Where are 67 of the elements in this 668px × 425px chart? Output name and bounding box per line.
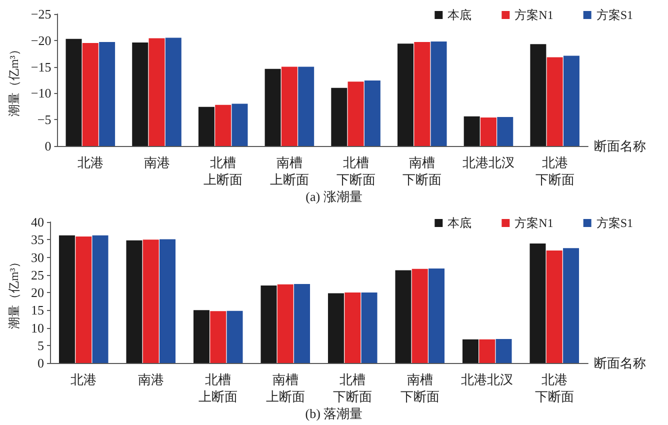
bar	[160, 239, 176, 363]
legend-label: 方案N1	[514, 216, 554, 230]
x-axis-title: 断面名称	[594, 356, 646, 370]
bar	[546, 250, 562, 363]
bar	[76, 236, 92, 363]
y-tick-label: 35	[31, 232, 44, 248]
y-tick-label: 0	[38, 356, 44, 370]
x-tick-label: 北港北汊	[462, 155, 514, 170]
y-tick-label: 40	[31, 214, 44, 230]
x-tick-label: 南槽上断面	[270, 155, 309, 187]
legend-label: 方案N1	[514, 8, 554, 22]
x-axis-title: 断面名称	[594, 138, 646, 154]
y-tick-label: 30	[31, 250, 44, 265]
bar	[563, 248, 580, 363]
bar	[58, 235, 75, 363]
bar	[193, 310, 210, 363]
x-tick-label: 南港	[138, 372, 164, 387]
bar	[496, 339, 512, 363]
y-tick-label: −5	[37, 112, 52, 128]
bar	[226, 310, 243, 363]
y-axis-title: 潮量（亿m³）	[7, 256, 21, 329]
bar	[462, 339, 478, 363]
y-tick-label: 10	[31, 320, 44, 336]
legend-label: 方案S1	[596, 8, 634, 22]
bar	[344, 292, 361, 363]
bar	[328, 293, 344, 363]
x-tick-label: 北槽上断面	[204, 155, 243, 187]
x-tick-label: 北港下断面	[534, 372, 574, 404]
text: (a) 涨潮量	[306, 189, 362, 204]
x-tick-label: 南槽下断面	[402, 155, 442, 187]
bar	[142, 240, 159, 363]
bar	[260, 285, 277, 363]
y-axis-title: 潮量（亿m³）	[7, 44, 21, 116]
x-tick-label: 北槽下断面	[336, 155, 376, 187]
bar	[428, 268, 445, 363]
x-tick-label: 南港	[144, 155, 170, 170]
y-tick-label: 15	[31, 302, 44, 318]
bar	[361, 292, 378, 363]
legend-label: 本底	[448, 8, 472, 22]
y-tick-label: −25	[30, 6, 52, 22]
y-tick-label: 5	[38, 338, 44, 353]
y-tick-label: −10	[30, 86, 52, 101]
x-tick-label: 北槽下断面	[333, 372, 372, 404]
legend-label: 本底	[448, 216, 472, 230]
bar	[395, 270, 412, 363]
x-tick-label: 北港	[70, 372, 97, 387]
bar	[294, 284, 310, 363]
y-tick-label: −20	[30, 32, 52, 48]
y-tick-label: 20	[31, 285, 44, 300]
x-tick-label: 北港	[77, 155, 104, 170]
bar	[126, 240, 142, 363]
bar	[530, 244, 546, 363]
bar	[412, 268, 428, 363]
x-tick-label: 北港北汊	[461, 372, 514, 387]
legend-label: 方案S1	[596, 216, 634, 230]
bar	[210, 311, 226, 363]
bar	[92, 235, 108, 363]
x-tick-label: 南槽下断面	[400, 372, 440, 404]
bar	[479, 339, 496, 363]
y-tick-label: 25	[31, 267, 44, 282]
y-tick-label: −15	[30, 59, 52, 74]
text: (b) 落潮量	[305, 406, 363, 421]
y-tick-label: 0	[44, 138, 52, 154]
x-tick-label: 北港下断面	[535, 155, 574, 187]
x-tick-label: 北槽上断面	[198, 372, 238, 404]
bar	[277, 284, 294, 363]
x-tick-label: 南槽上断面	[266, 372, 305, 404]
